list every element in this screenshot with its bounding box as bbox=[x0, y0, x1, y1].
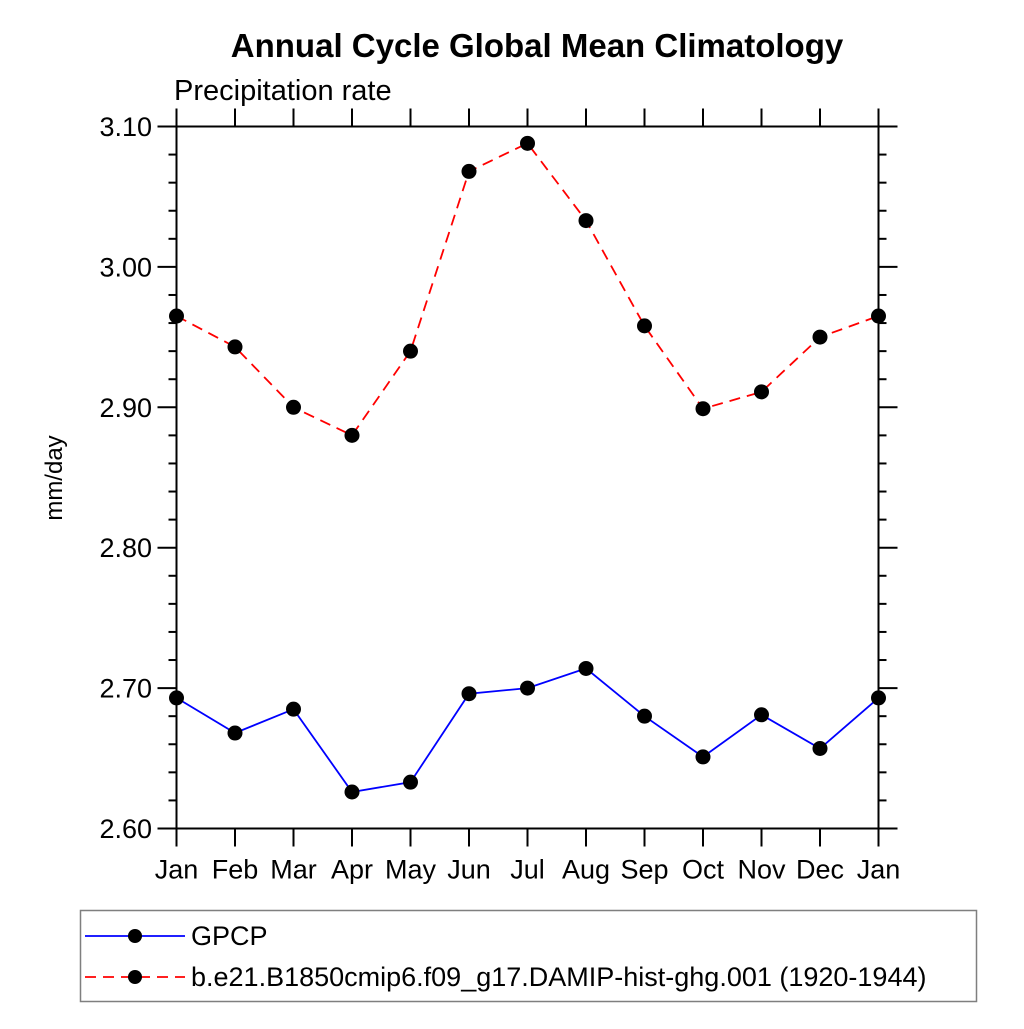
x-tick-label: Aug bbox=[562, 855, 610, 885]
chart-subtitle: Precipitation rate bbox=[174, 75, 392, 107]
data-point-marker bbox=[578, 213, 594, 229]
data-point-marker bbox=[754, 707, 769, 723]
x-tick-label: Apr bbox=[331, 855, 373, 885]
y-tick-label: 2.80 bbox=[99, 533, 152, 563]
data-point-marker bbox=[695, 749, 711, 765]
data-series bbox=[169, 135, 886, 800]
y-axis-label: mm/day bbox=[41, 435, 68, 520]
legend-label-model-run: b.e21.B1850cmip6.f09_g17.DAMIP-hist-ghg.… bbox=[191, 962, 926, 992]
y-tick-label: 2.70 bbox=[99, 674, 152, 704]
data-point-marker bbox=[520, 135, 535, 151]
y-tick-label: 2.90 bbox=[99, 393, 152, 423]
legend: GPCP b.e21.B1850cmip6.f09_g17.DAMIP-hist… bbox=[79, 909, 978, 1003]
legend-item-gpcp: GPCP bbox=[85, 921, 268, 951]
data-point-marker bbox=[754, 384, 769, 400]
chart-title: Annual Cycle Global Mean Climatology bbox=[231, 27, 844, 64]
x-tick-label: Jun bbox=[447, 855, 491, 885]
x-tick-label: May bbox=[385, 855, 437, 885]
data-point-marker bbox=[871, 308, 886, 324]
data-point-marker bbox=[403, 774, 418, 790]
data-point-marker bbox=[344, 427, 360, 443]
x-tick-label: Feb bbox=[212, 855, 259, 885]
data-point-marker bbox=[169, 308, 184, 324]
legend-label-gpcp: GPCP bbox=[191, 921, 268, 951]
data-point-marker bbox=[871, 690, 886, 706]
data-point-marker bbox=[169, 690, 184, 706]
x-tick-label: Dec bbox=[796, 855, 844, 885]
x-tick-label: Jul bbox=[510, 855, 545, 885]
data-point-marker bbox=[227, 725, 243, 741]
data-point-marker bbox=[520, 680, 535, 696]
data-point-marker bbox=[637, 708, 652, 724]
data-point-marker bbox=[286, 399, 301, 415]
data-point-marker bbox=[695, 401, 711, 417]
x-tick-label: Oct bbox=[682, 855, 725, 885]
data-point-marker bbox=[461, 686, 477, 702]
legend-marker-dot bbox=[128, 970, 142, 984]
data-point-marker bbox=[344, 784, 360, 800]
data-point-marker bbox=[461, 163, 477, 179]
y-tick-label: 3.00 bbox=[99, 252, 152, 282]
x-tick-label: Jan bbox=[155, 855, 199, 885]
y-tick-label: 3.10 bbox=[99, 112, 152, 142]
x-tick-label: Nov bbox=[737, 855, 786, 885]
legend-marker-dot bbox=[128, 929, 142, 943]
data-point-marker bbox=[812, 740, 828, 756]
x-tick-label: Mar bbox=[270, 855, 317, 885]
legend-box bbox=[79, 909, 978, 1003]
x-tick-label: Sep bbox=[620, 855, 668, 885]
data-point-marker bbox=[227, 339, 243, 355]
data-point-marker bbox=[286, 701, 301, 717]
axes: 2.60 2.70 2.80 2.90 3.00 3.10 Jan Feb Mar Apr May J… bbox=[99, 108, 901, 885]
data-point-marker bbox=[812, 329, 828, 345]
y-tick-label: 2.60 bbox=[99, 814, 152, 844]
legend-item-model-run: b.e21.B1850cmip6.f09_g17.DAMIP-hist-ghg.… bbox=[85, 962, 926, 992]
data-point-marker bbox=[578, 660, 594, 676]
data-point-marker bbox=[403, 343, 418, 359]
data-point-marker bbox=[637, 318, 652, 334]
x-tick-label: Jan bbox=[857, 855, 901, 885]
